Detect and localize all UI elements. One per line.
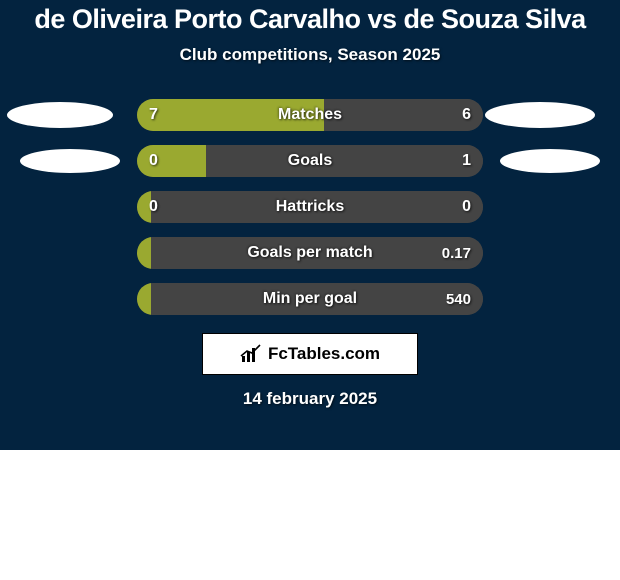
brand-text: FcTables.com (268, 344, 380, 364)
stat-rows: Matches76 Goals01 Hattricks00 Goals per mat… (0, 99, 620, 315)
stat-row: Hattricks00 (0, 191, 620, 223)
bar-right (151, 237, 483, 269)
bar-left (137, 145, 206, 177)
bar-left (137, 191, 151, 223)
bar-right (151, 191, 483, 223)
bar-left (137, 283, 151, 315)
player-avatar-right (500, 149, 600, 173)
bar-right (324, 99, 483, 131)
bar-right (206, 145, 483, 177)
comparison-chart: de Oliveira Porto Carvalho vs de Souza S… (0, 0, 620, 450)
bar-track: Hattricks00 (137, 191, 483, 223)
bar-track: Goals per match0.17 (137, 237, 483, 269)
stat-row: Goals per match0.17 (0, 237, 620, 269)
player-avatar-left (20, 149, 120, 173)
stat-row: Min per goal540 (0, 283, 620, 315)
bar-track: Goals01 (137, 145, 483, 177)
bar-chart-icon (240, 344, 262, 364)
brand-badge: FcTables.com (202, 333, 418, 375)
date-text: 14 february 2025 (0, 389, 620, 409)
blank-area (0, 450, 620, 580)
stat-row: Matches76 (0, 99, 620, 131)
bar-track: Min per goal540 (137, 283, 483, 315)
subtitle: Club competitions, Season 2025 (0, 45, 620, 65)
bar-track: Matches76 (137, 99, 483, 131)
stat-row: Goals01 (0, 145, 620, 177)
page-title: de Oliveira Porto Carvalho vs de Souza S… (0, 0, 620, 35)
bar-right (151, 283, 483, 315)
player-avatar-left (7, 102, 113, 128)
player-avatar-right (485, 102, 595, 128)
bar-left (137, 99, 324, 131)
bar-left (137, 237, 151, 269)
